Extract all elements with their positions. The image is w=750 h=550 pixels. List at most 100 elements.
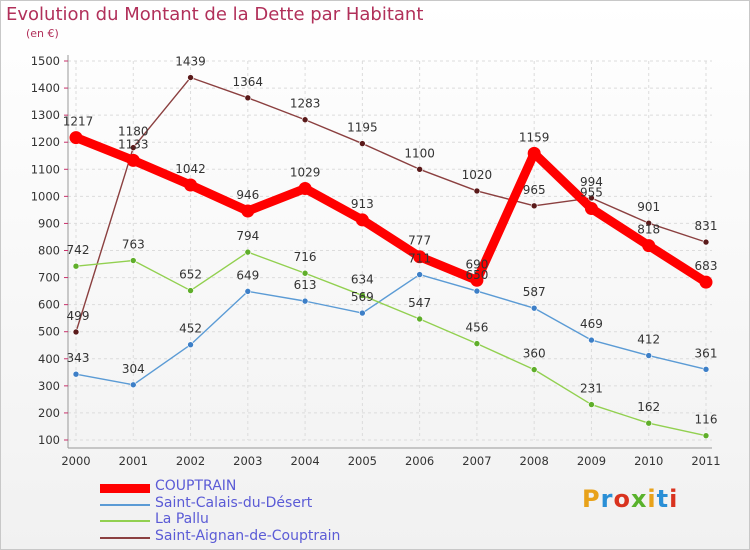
- data-label: 777: [408, 234, 431, 248]
- y-tick-label: 300: [38, 379, 60, 393]
- x-tick-label: 2006: [405, 454, 434, 468]
- data-label: 1042: [175, 162, 206, 176]
- logo-letter: o: [613, 485, 631, 513]
- data-point: [359, 140, 366, 147]
- data-label: 547: [408, 296, 431, 310]
- proxiti-logo: Proxiti: [582, 485, 678, 513]
- data-label: 1100: [404, 146, 435, 160]
- y-tick-label: 400: [38, 352, 60, 366]
- y-tick-label: 500: [38, 325, 60, 339]
- data-point: [129, 144, 137, 151]
- data-point: [530, 366, 538, 373]
- x-tick-label: 2005: [348, 454, 377, 468]
- chart-unit-label: (en €): [26, 27, 59, 40]
- data-point: [301, 269, 309, 277]
- y-tick-label: 1400: [31, 81, 60, 95]
- data-point: [301, 116, 309, 124]
- legend-label: La Pallu: [155, 511, 209, 527]
- logo-letter: i: [647, 485, 657, 513]
- data-point: [241, 204, 255, 218]
- legend-swatch: [100, 483, 150, 493]
- logo-letter: r: [600, 485, 614, 513]
- data-label: 711: [408, 252, 431, 266]
- x-tick-label: 2011: [691, 454, 720, 468]
- data-label: 1217: [63, 115, 94, 129]
- data-label: 955: [580, 186, 603, 200]
- y-tick-label: 600: [38, 298, 60, 312]
- data-label: 1195: [347, 121, 378, 135]
- data-point: [645, 219, 653, 227]
- data-point: [126, 153, 140, 167]
- data-point: [645, 352, 653, 359]
- data-point: [187, 74, 194, 81]
- data-point: [359, 309, 366, 317]
- data-point: [588, 194, 595, 202]
- y-tick-label: 1200: [31, 135, 60, 149]
- data-point: [584, 202, 598, 216]
- data-point: [699, 275, 713, 289]
- data-label: 994: [580, 175, 603, 189]
- data-label: 360: [523, 347, 546, 361]
- data-point: [642, 239, 656, 253]
- data-point: [588, 401, 595, 408]
- data-point: [527, 146, 541, 160]
- data-point: [416, 271, 423, 278]
- data-point: [298, 182, 312, 196]
- data-label: 913: [351, 197, 374, 211]
- data-label: 343: [67, 351, 90, 365]
- series-line-saint-calais-du-d-sert: [75, 273, 707, 386]
- data-label: 613: [294, 278, 317, 292]
- data-point: [72, 262, 80, 270]
- data-label: 452: [179, 322, 202, 336]
- y-tick-label: 1000: [31, 189, 60, 203]
- data-point: [244, 94, 252, 102]
- series-line-saint-aignan-de-couptrain: [75, 76, 707, 333]
- data-label: 469: [580, 317, 603, 331]
- data-point: [470, 273, 484, 287]
- y-tick-label: 800: [38, 244, 60, 258]
- legend-label: COUPTRAIN: [155, 478, 237, 494]
- legend-swatch: [100, 536, 150, 539]
- data-label: 650: [465, 268, 488, 282]
- data-point: [129, 257, 137, 264]
- series-line-couptrain: [71, 133, 711, 287]
- data-point: [530, 304, 538, 312]
- data-label: 763: [122, 238, 145, 252]
- x-tick-label: 2009: [577, 454, 606, 468]
- data-point: [359, 292, 366, 299]
- legend-label: Saint-Aignan-de-Couptrain: [155, 527, 341, 544]
- y-tick-label: 100: [38, 433, 60, 447]
- data-point: [187, 287, 194, 294]
- data-label: 965: [523, 183, 546, 197]
- data-label: 794: [236, 229, 259, 243]
- data-label: 652: [179, 268, 202, 282]
- data-point: [702, 432, 710, 439]
- data-label: 1133: [118, 137, 149, 151]
- data-label: 1439: [175, 55, 206, 69]
- data-point: [413, 250, 427, 264]
- data-point: [244, 248, 252, 256]
- data-label: 1180: [118, 125, 149, 139]
- x-tick-label: 2001: [119, 454, 148, 468]
- logo-letter: x: [630, 485, 648, 513]
- data-point: [702, 238, 710, 246]
- data-label: 412: [637, 333, 660, 347]
- y-tick-label: 1100: [31, 162, 60, 176]
- data-point: [129, 381, 137, 389]
- data-label: 831: [695, 219, 718, 233]
- data-label: 304: [122, 362, 145, 376]
- series-line-la-pallu: [75, 251, 707, 437]
- data-point: [72, 328, 80, 336]
- data-point: [416, 165, 423, 173]
- y-tick-label: 700: [38, 271, 60, 285]
- data-label: 456: [465, 321, 488, 335]
- data-label: 499: [67, 309, 90, 323]
- data-label: 361: [695, 346, 718, 360]
- data-label: 690: [465, 257, 488, 271]
- data-label: 1364: [233, 75, 264, 89]
- line-chart: 1002003004005006007008009001000110012001…: [31, 54, 721, 468]
- data-point: [473, 187, 481, 195]
- x-tick-label: 2010: [634, 454, 663, 468]
- data-point: [187, 341, 194, 349]
